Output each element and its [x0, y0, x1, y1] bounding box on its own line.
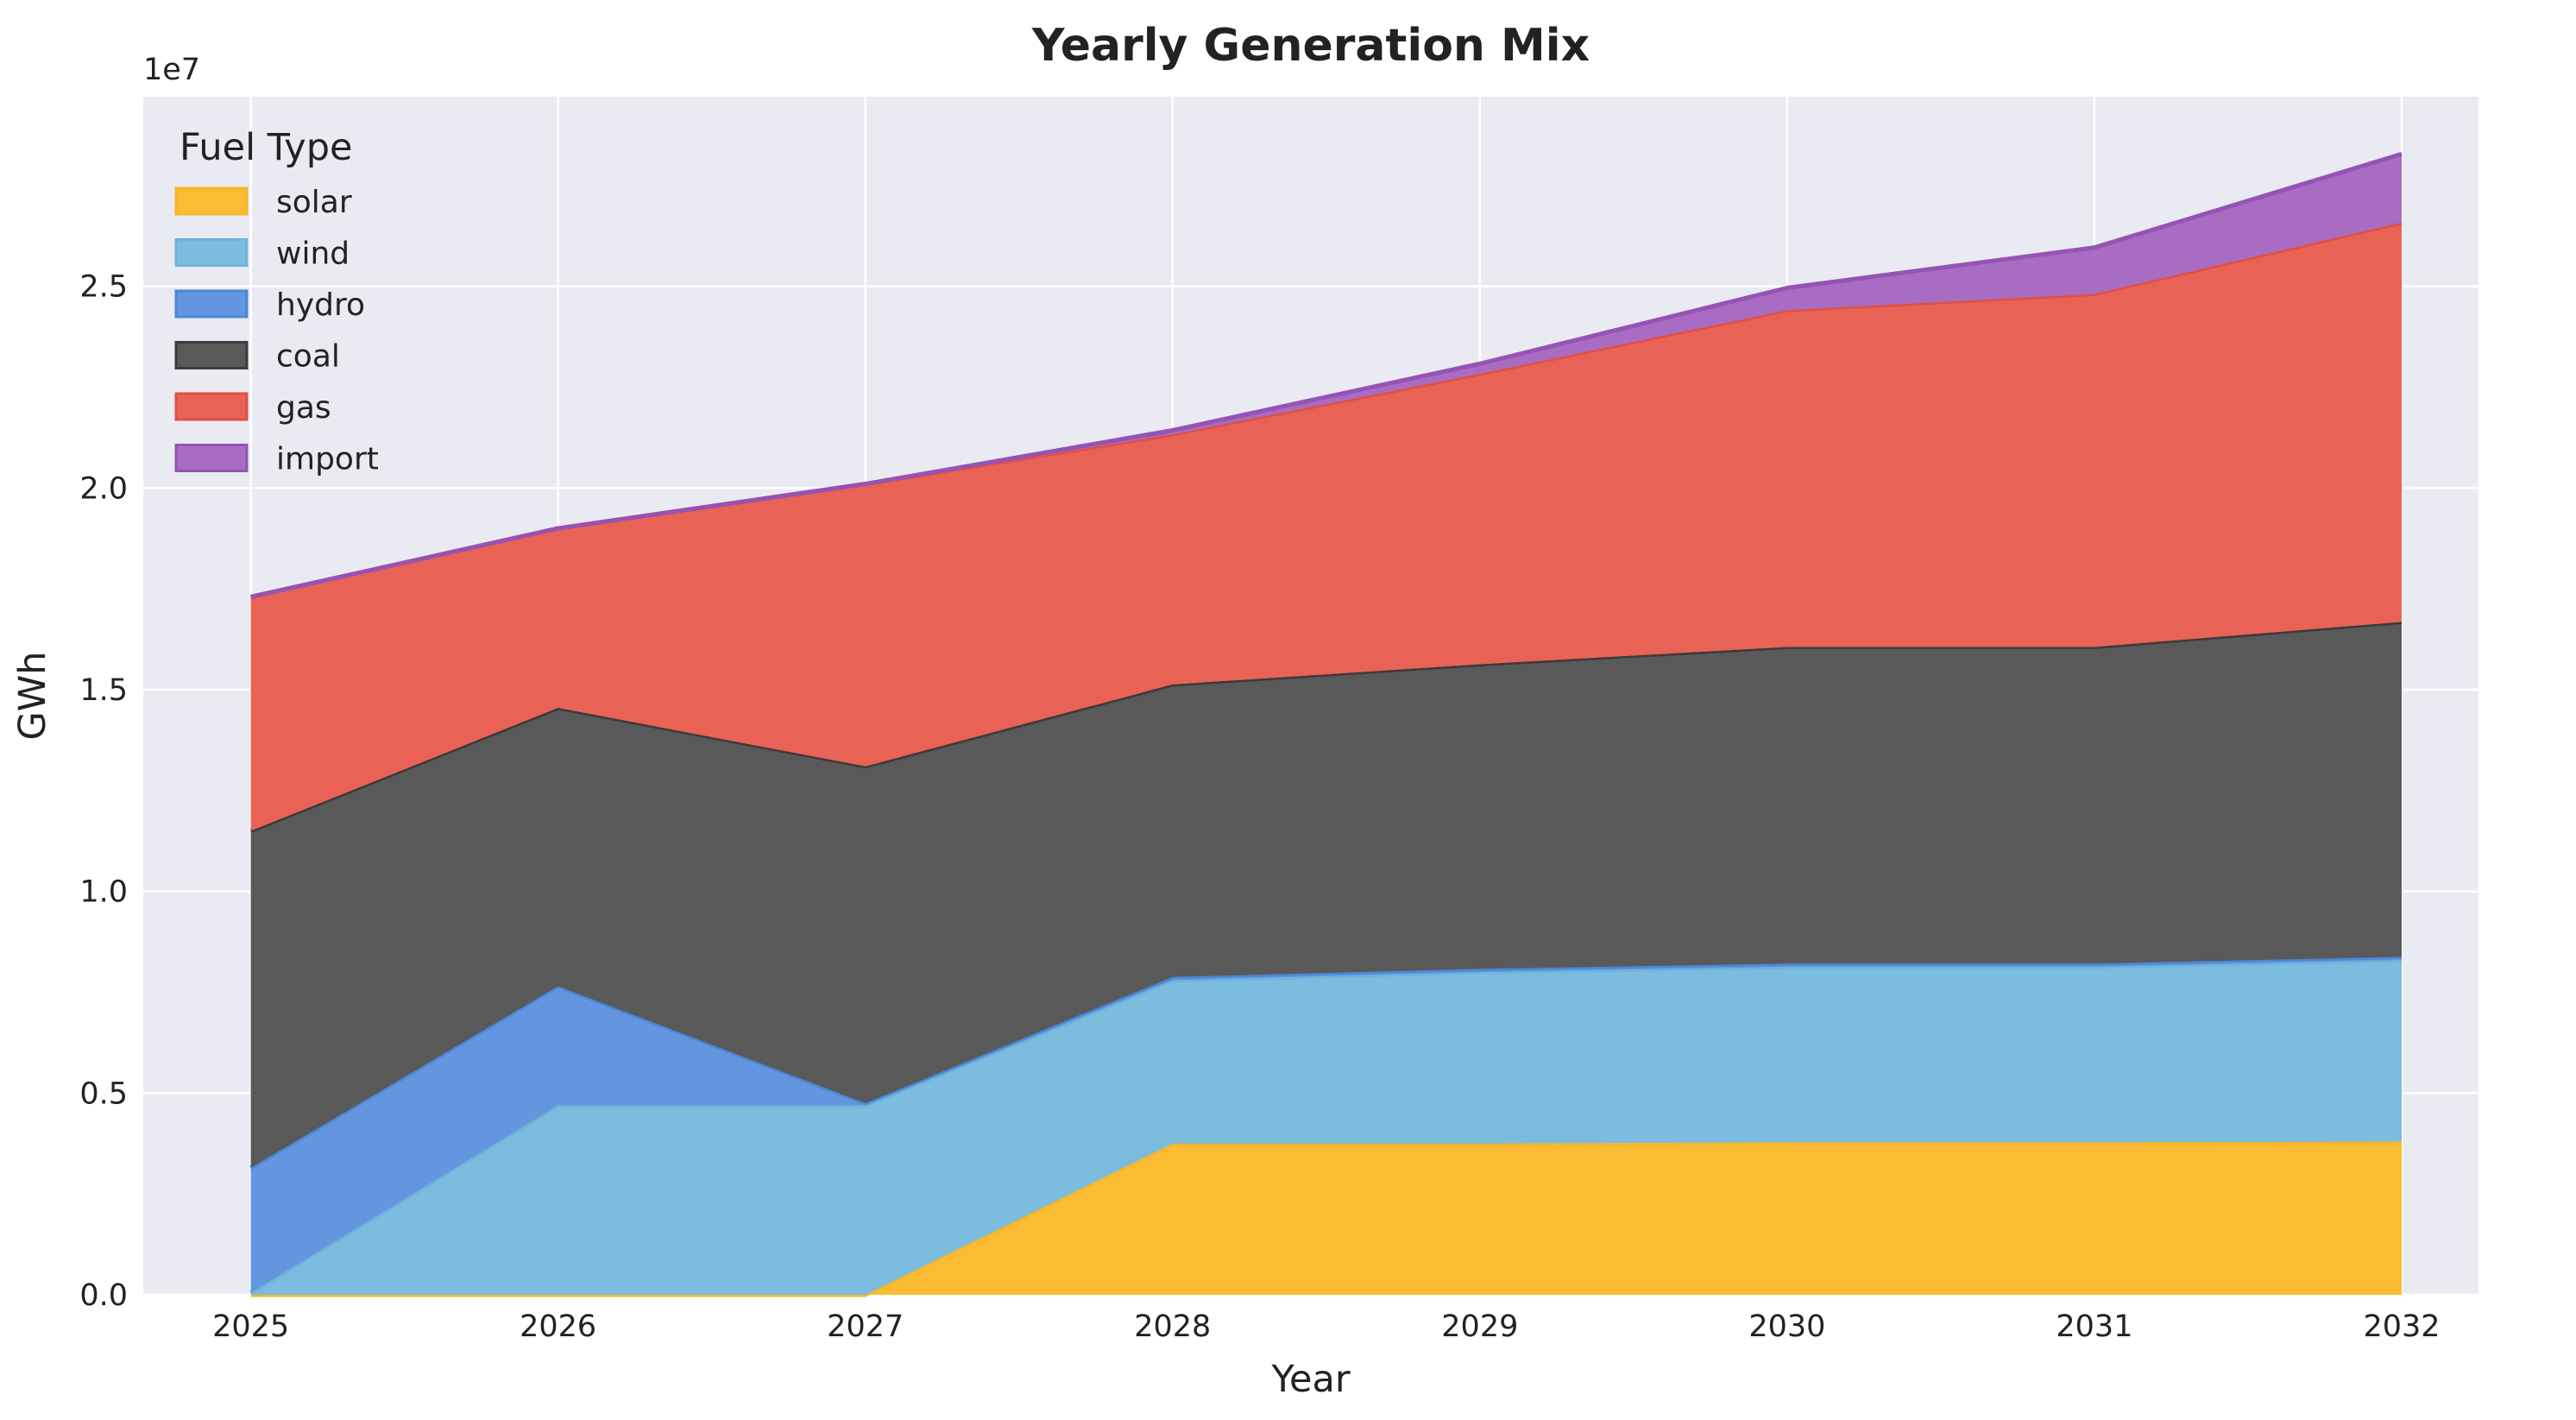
x-tick-labels: 2025 2026 2027 2028 2029 2030 2031 2032: [212, 1310, 2440, 1344]
x-tick-label: 2032: [2363, 1310, 2440, 1344]
area-coal: [250, 622, 2402, 1168]
y-axis-label: GWh: [11, 651, 54, 740]
legend-label-wind: wind: [276, 237, 350, 272]
legend-label-gas: gas: [276, 390, 331, 426]
x-tick-label: 2026: [520, 1310, 596, 1344]
legend-items: solar wind hydro coal gas import: [174, 185, 379, 477]
legend-title: Fuel Type: [180, 126, 352, 169]
y-axis-scale-label: 1e7: [143, 53, 200, 87]
area-solar: [250, 1141, 2402, 1295]
y-tick-label: 1.5: [79, 673, 128, 708]
legend-label-coal: coal: [276, 339, 340, 375]
chart-title: Yearly Generation Mix: [1031, 20, 1590, 72]
y-tick-label: 0.5: [79, 1076, 128, 1111]
x-tick-label: 2029: [1441, 1310, 1518, 1344]
legend-swatch-coal: [174, 341, 249, 369]
legend-swatch-wind: [174, 238, 249, 267]
x-axis-label: Year: [1270, 1358, 1350, 1401]
legend-swatch-gas: [174, 392, 249, 421]
legend-label-solar: solar: [276, 185, 352, 220]
legend: Fuel Type solar wind hydro coal gas import: [174, 126, 379, 477]
y-tick-label: 2.0: [79, 471, 128, 506]
y-tick-label: 0.0: [79, 1278, 128, 1313]
area-wind: [250, 960, 2402, 1295]
legend-label-hydro: hydro: [276, 287, 365, 323]
x-tick-label: 2025: [212, 1310, 289, 1344]
legend-swatch-solar: [174, 186, 249, 216]
y-tick-label: 2.5: [79, 270, 128, 305]
legend-swatch-import: [174, 444, 249, 472]
area-edge-import: [250, 151, 2403, 599]
area-gas: [250, 222, 2402, 831]
x-tick-label: 2028: [1134, 1310, 1211, 1344]
x-tick-label: 2027: [827, 1310, 904, 1344]
y-tick-labels: 0.0 0.5 1.0 1.5 2.0 2.5: [79, 270, 128, 1313]
legend-label-import: import: [276, 442, 379, 477]
area-series: [249, 151, 2403, 1297]
x-tick-label: 2031: [2056, 1310, 2132, 1344]
y-tick-label: 1.0: [79, 875, 128, 910]
legend-swatch-hydro: [174, 289, 249, 319]
x-tick-label: 2030: [1748, 1310, 1825, 1344]
